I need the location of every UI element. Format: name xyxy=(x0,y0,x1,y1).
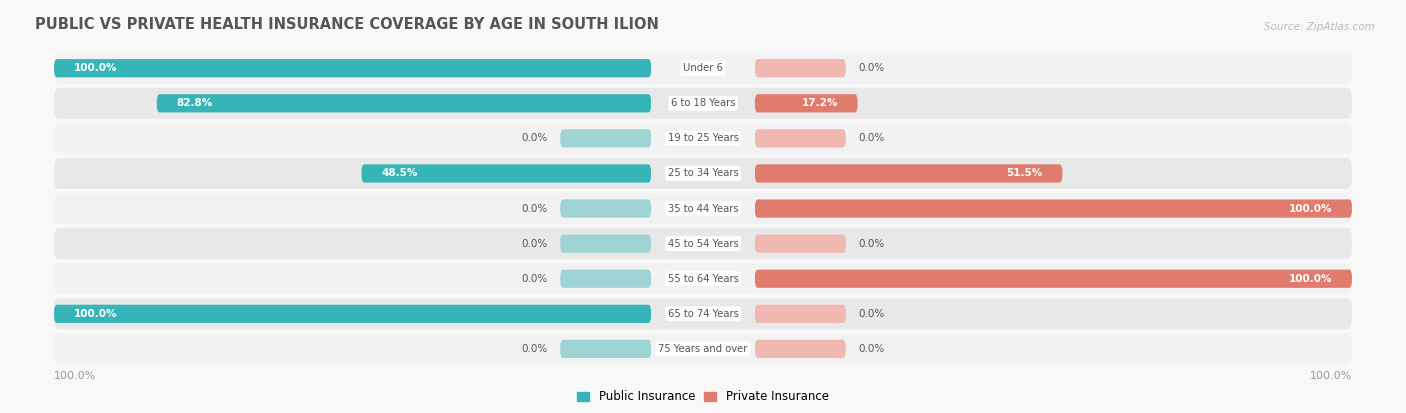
FancyBboxPatch shape xyxy=(755,94,858,112)
Text: 100.0%: 100.0% xyxy=(1289,274,1333,284)
FancyBboxPatch shape xyxy=(755,59,846,77)
Text: 0.0%: 0.0% xyxy=(859,133,884,143)
FancyBboxPatch shape xyxy=(560,270,651,288)
FancyBboxPatch shape xyxy=(361,164,651,183)
Text: 0.0%: 0.0% xyxy=(522,274,547,284)
Text: 19 to 25 Years: 19 to 25 Years xyxy=(668,133,738,143)
FancyBboxPatch shape xyxy=(755,129,846,147)
Text: 48.5%: 48.5% xyxy=(381,169,418,178)
Text: 100.0%: 100.0% xyxy=(53,371,97,381)
Text: Under 6: Under 6 xyxy=(683,63,723,73)
Text: 6 to 18 Years: 6 to 18 Years xyxy=(671,98,735,108)
Text: 0.0%: 0.0% xyxy=(522,344,547,354)
Text: 55 to 64 Years: 55 to 64 Years xyxy=(668,274,738,284)
FancyBboxPatch shape xyxy=(755,340,846,358)
FancyBboxPatch shape xyxy=(755,305,846,323)
FancyBboxPatch shape xyxy=(156,94,651,112)
Text: 82.8%: 82.8% xyxy=(176,98,212,108)
FancyBboxPatch shape xyxy=(53,333,1353,364)
Text: 0.0%: 0.0% xyxy=(859,309,884,319)
FancyBboxPatch shape xyxy=(755,164,1063,183)
Legend: Public Insurance, Private Insurance: Public Insurance, Private Insurance xyxy=(572,386,834,408)
FancyBboxPatch shape xyxy=(53,298,1353,329)
Text: 75 Years and over: 75 Years and over xyxy=(658,344,748,354)
FancyBboxPatch shape xyxy=(53,88,1353,119)
FancyBboxPatch shape xyxy=(755,199,1353,218)
FancyBboxPatch shape xyxy=(53,305,651,323)
FancyBboxPatch shape xyxy=(560,199,651,218)
Text: 100.0%: 100.0% xyxy=(73,63,117,73)
Text: 17.2%: 17.2% xyxy=(801,98,838,108)
Text: 0.0%: 0.0% xyxy=(859,344,884,354)
FancyBboxPatch shape xyxy=(53,53,1353,84)
FancyBboxPatch shape xyxy=(53,59,651,77)
FancyBboxPatch shape xyxy=(53,193,1353,224)
Text: 65 to 74 Years: 65 to 74 Years xyxy=(668,309,738,319)
Text: 0.0%: 0.0% xyxy=(522,239,547,249)
Text: 0.0%: 0.0% xyxy=(522,133,547,143)
FancyBboxPatch shape xyxy=(53,123,1353,154)
FancyBboxPatch shape xyxy=(755,235,846,253)
Text: 0.0%: 0.0% xyxy=(859,63,884,73)
Text: 100.0%: 100.0% xyxy=(73,309,117,319)
Text: Source: ZipAtlas.com: Source: ZipAtlas.com xyxy=(1264,22,1375,32)
FancyBboxPatch shape xyxy=(53,228,1353,259)
Text: 0.0%: 0.0% xyxy=(859,239,884,249)
Text: 100.0%: 100.0% xyxy=(1309,371,1353,381)
Text: 0.0%: 0.0% xyxy=(522,204,547,214)
FancyBboxPatch shape xyxy=(53,158,1353,189)
FancyBboxPatch shape xyxy=(560,129,651,147)
FancyBboxPatch shape xyxy=(53,263,1353,294)
FancyBboxPatch shape xyxy=(560,340,651,358)
FancyBboxPatch shape xyxy=(755,270,1353,288)
Text: 51.5%: 51.5% xyxy=(1007,169,1043,178)
Text: 45 to 54 Years: 45 to 54 Years xyxy=(668,239,738,249)
Text: 25 to 34 Years: 25 to 34 Years xyxy=(668,169,738,178)
FancyBboxPatch shape xyxy=(560,235,651,253)
Text: 35 to 44 Years: 35 to 44 Years xyxy=(668,204,738,214)
Text: 100.0%: 100.0% xyxy=(1289,204,1333,214)
Text: PUBLIC VS PRIVATE HEALTH INSURANCE COVERAGE BY AGE IN SOUTH ILION: PUBLIC VS PRIVATE HEALTH INSURANCE COVER… xyxy=(35,17,659,32)
